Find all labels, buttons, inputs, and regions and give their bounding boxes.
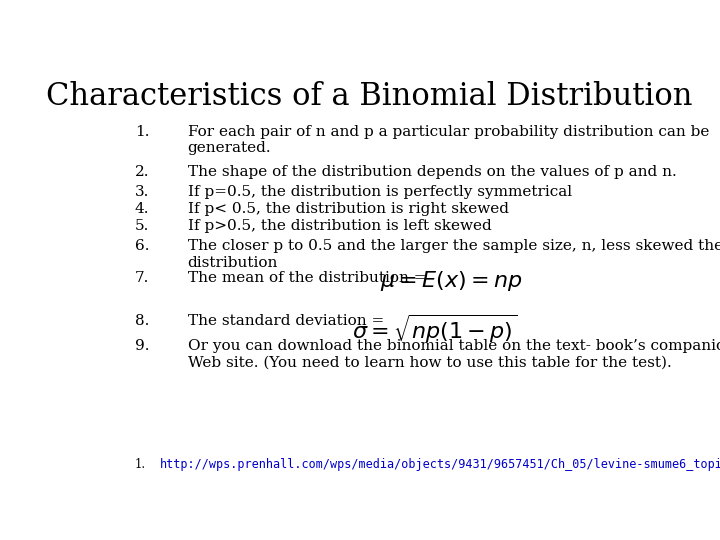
Text: http://wps.prenhall.com/wps/media/objects/9431/9657451/Ch_05/levine-smume6_topic: http://wps.prenhall.com/wps/media/object… xyxy=(160,458,720,471)
Text: Or you can download the binomial table on the text- book’s companion
Web site. (: Or you can download the binomial table o… xyxy=(188,339,720,369)
Text: The shape of the distribution depends on the values of p and n.: The shape of the distribution depends on… xyxy=(188,165,676,179)
Text: 8.: 8. xyxy=(135,314,149,328)
Text: $\sigma = \sqrt{np(1-p)}$: $\sigma = \sqrt{np(1-p)}$ xyxy=(352,313,518,346)
Text: Characteristics of a Binomial Distribution: Characteristics of a Binomial Distributi… xyxy=(46,82,692,112)
Text: 1.: 1. xyxy=(135,458,145,471)
Text: The mean of the distribution =: The mean of the distribution = xyxy=(188,271,431,285)
Text: 4.: 4. xyxy=(135,202,149,216)
Text: If p=0.5, the distribution is perfectly symmetrical: If p=0.5, the distribution is perfectly … xyxy=(188,185,572,199)
Text: For each pair of n and p a particular probability distribution can be
generated.: For each pair of n and p a particular pr… xyxy=(188,125,709,156)
Text: If p< 0.5, the distribution is right skewed: If p< 0.5, the distribution is right ske… xyxy=(188,202,508,216)
Text: 6.: 6. xyxy=(135,239,149,253)
Text: $\mu = E(x) = np$: $\mu = E(x) = np$ xyxy=(380,269,523,293)
Text: The closer p to 0.5 and the larger the sample size, n, less skewed the
distribut: The closer p to 0.5 and the larger the s… xyxy=(188,239,720,269)
Text: 7.: 7. xyxy=(135,271,149,285)
Text: If p>0.5, the distribution is left skewed: If p>0.5, the distribution is left skewe… xyxy=(188,219,491,233)
Text: 5.: 5. xyxy=(135,219,149,233)
Text: The standard deviation =: The standard deviation = xyxy=(188,314,394,328)
Text: 3.: 3. xyxy=(135,185,149,199)
Text: 9.: 9. xyxy=(135,339,149,353)
Text: 1.: 1. xyxy=(135,125,149,139)
Text: 2.: 2. xyxy=(135,165,149,179)
